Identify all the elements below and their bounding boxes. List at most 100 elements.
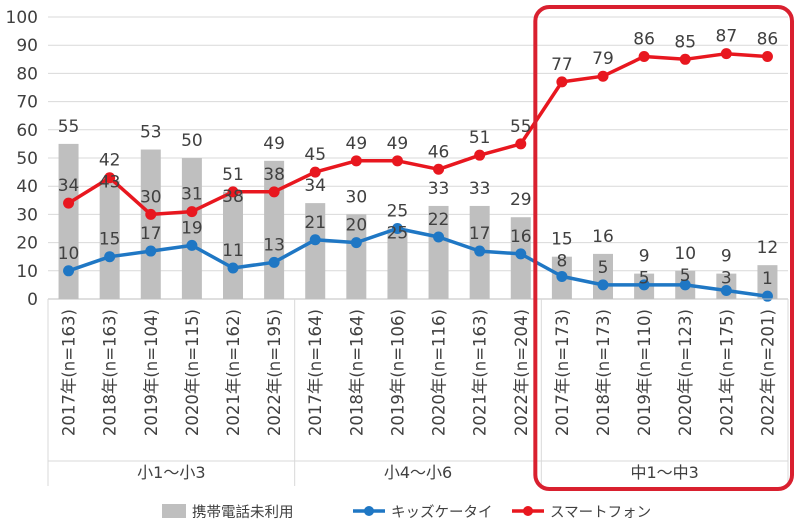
x-tick-label: 2021年(n=175) bbox=[717, 309, 736, 436]
x-tick-label: 2019年(n=110) bbox=[635, 309, 654, 436]
y-tick-label: 0 bbox=[27, 290, 38, 310]
bar bbox=[593, 253, 613, 299]
smart-value-label: 87 bbox=[716, 27, 738, 47]
series-point bbox=[638, 279, 650, 291]
series-point bbox=[556, 270, 568, 282]
bar bbox=[305, 203, 326, 299]
y-tick-label: 60 bbox=[16, 121, 38, 141]
x-tick-label: 2017年(n=163) bbox=[60, 309, 79, 436]
kids-value-label: 17 bbox=[140, 224, 162, 244]
bar-value-label: 33 bbox=[469, 179, 491, 199]
smart-value-label: 31 bbox=[181, 185, 203, 205]
bar-value-label: 49 bbox=[263, 134, 285, 154]
bar bbox=[181, 158, 202, 299]
bar-value-label: 53 bbox=[140, 123, 162, 143]
bar-series bbox=[58, 143, 778, 299]
bar-value-label: 12 bbox=[757, 238, 779, 258]
series-point bbox=[350, 237, 362, 249]
bar-value-label: 50 bbox=[181, 131, 203, 151]
series-point bbox=[104, 251, 116, 263]
series-line bbox=[67, 51, 768, 217]
kids-value-label: 5 bbox=[680, 266, 691, 286]
series-point bbox=[720, 285, 732, 297]
series-point bbox=[515, 138, 527, 150]
x-tick-label: 2021年(n=162) bbox=[224, 309, 243, 436]
bar bbox=[58, 143, 79, 299]
series-point bbox=[433, 163, 445, 175]
bar bbox=[757, 265, 778, 299]
bar-value-label: 43 bbox=[99, 173, 121, 193]
bar-value-label: 30 bbox=[346, 187, 368, 207]
smart-value-label: 79 bbox=[592, 49, 614, 69]
line-series bbox=[63, 48, 773, 302]
kids-value-label: 20 bbox=[346, 216, 368, 236]
group-label: 小4～小6 bbox=[384, 463, 452, 482]
series-point bbox=[679, 279, 691, 291]
x-tick-label: 2019年(n=106) bbox=[388, 309, 407, 436]
y-tick-label: 30 bbox=[16, 205, 38, 225]
kids-value-label: 11 bbox=[222, 241, 244, 261]
bar-value-label: 55 bbox=[58, 117, 80, 137]
series-point bbox=[597, 279, 609, 291]
x-tick-label: 2020年(n=116) bbox=[430, 309, 449, 436]
smart-value-label: 86 bbox=[633, 29, 655, 49]
x-tick-label: 2018年(n=163) bbox=[101, 309, 120, 436]
x-tick-label: 2020年(n=123) bbox=[676, 309, 695, 436]
x-tick-label: 2022年(n=204) bbox=[512, 309, 531, 436]
x-tick-label: 2018年(n=164) bbox=[347, 309, 366, 436]
bar-value-label: 25 bbox=[387, 202, 409, 222]
x-tick-label: 2017年(n=173) bbox=[553, 309, 572, 436]
legend-label: キッズケータイ bbox=[391, 504, 493, 521]
bar-value-label: 33 bbox=[428, 179, 450, 199]
kids-value-label: 3 bbox=[721, 269, 732, 289]
kids-value-label: 25 bbox=[387, 224, 409, 244]
series-point bbox=[145, 245, 157, 257]
series-point bbox=[515, 248, 527, 260]
bar-value-label: 15 bbox=[551, 230, 573, 250]
y-tick-label: 40 bbox=[16, 177, 38, 197]
series-line bbox=[68, 226, 768, 298]
series-point bbox=[63, 197, 75, 209]
kids-value-label: 19 bbox=[181, 218, 203, 238]
series-point bbox=[433, 231, 445, 243]
series-point bbox=[761, 50, 773, 62]
smart-value-label: 51 bbox=[469, 128, 491, 148]
smart-value-label: 86 bbox=[757, 29, 779, 49]
bar-value-label: 9 bbox=[721, 247, 732, 267]
smart-value-label: 49 bbox=[346, 134, 368, 154]
group-label: 小1～小3 bbox=[137, 463, 205, 482]
y-tick-label: 20 bbox=[16, 234, 38, 254]
series-point bbox=[227, 262, 239, 274]
bar bbox=[428, 205, 449, 299]
smart-value-label: 49 bbox=[387, 134, 409, 154]
legend-label: スマートフォン bbox=[550, 505, 651, 521]
legend-swatch-marker bbox=[364, 506, 374, 516]
series-point bbox=[268, 186, 280, 198]
series-point bbox=[761, 290, 773, 302]
series-point bbox=[474, 149, 486, 161]
series-point bbox=[309, 166, 321, 178]
legend-label: 携帯電話未利用 bbox=[192, 504, 294, 521]
legend-swatch-bar bbox=[162, 504, 186, 518]
y-axis: 0 10 20 30 40 50 60 70 80 90 100 bbox=[6, 8, 38, 310]
x-tick-label: 2018年(n=173) bbox=[594, 309, 613, 436]
kids-value-label: 10 bbox=[58, 244, 80, 264]
group-label: 中1～中3 bbox=[630, 463, 698, 482]
kids-value-label: 5 bbox=[639, 269, 650, 289]
series-point bbox=[63, 265, 75, 277]
highlight-rect bbox=[533, 5, 794, 491]
kids-value-label: 22 bbox=[428, 210, 450, 230]
bar bbox=[387, 228, 408, 299]
series-point bbox=[227, 186, 239, 198]
smart-value-label: 30 bbox=[140, 187, 162, 207]
bar-value-label: 10 bbox=[674, 244, 696, 264]
series-point bbox=[556, 76, 568, 88]
bar bbox=[223, 191, 243, 299]
series-point bbox=[638, 50, 650, 62]
smart-value-label: 34 bbox=[58, 176, 80, 196]
smart-value-label: 85 bbox=[674, 32, 696, 52]
x-tick-label: 2020年(n=115) bbox=[183, 309, 202, 436]
series-point bbox=[145, 208, 157, 220]
